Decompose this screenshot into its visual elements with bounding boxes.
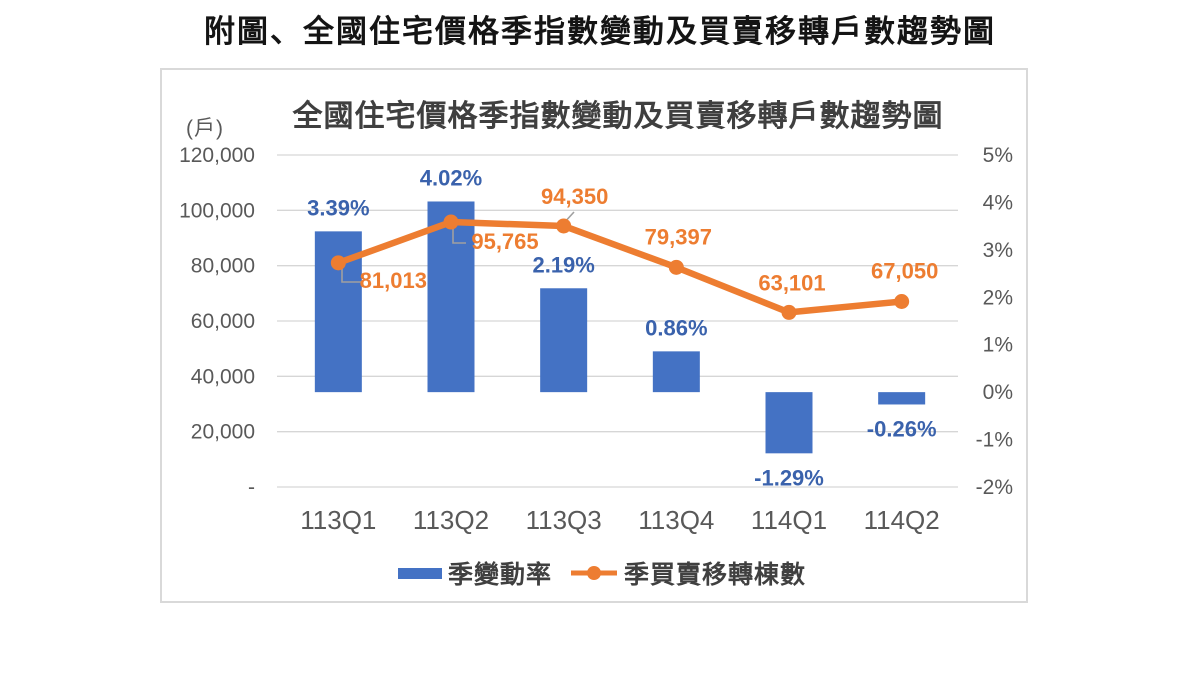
x-axis-label: 113Q2	[413, 505, 489, 535]
line-data-label: 95,765	[471, 229, 538, 254]
bar-data-label: 4.02%	[420, 165, 482, 190]
line-point-114Q1	[781, 304, 797, 320]
bar-data-label: 0.86%	[645, 315, 707, 340]
right-axis-tick-label: 5%	[983, 144, 1013, 167]
x-axis-label: 113Q4	[638, 505, 714, 535]
line-data-label: 63,101	[758, 270, 825, 295]
line-data-label: 81,013	[360, 268, 427, 293]
bar-data-label: 2.19%	[532, 252, 594, 277]
line-series-swatch-icon	[571, 566, 618, 580]
page-title: 附圖、全國住宅價格季指數變動及買賣移轉戶數趨勢圖	[204, 14, 996, 49]
x-axis-label: 113Q3	[526, 505, 602, 535]
left-axis-tick-label: 100,000	[179, 199, 255, 222]
legend-item-bar-series: 季變動率	[398, 555, 552, 591]
combo-chart-plot: - 20,000 40,000 60,000 80,000 100,000 120,000 5…	[179, 144, 1013, 535]
chart-container: 全國住宅價格季指數變動及買賣移轉戶數趨勢圖 (戶) - 20,000 40,000 6…	[160, 68, 1028, 603]
left-axis-unit-label: (戶)	[186, 117, 224, 140]
data-label-leader-line	[452, 226, 466, 244]
right-axis-tick-label: -2%	[976, 476, 1013, 499]
bar-113Q4	[652, 351, 700, 393]
bar-series-swatch-icon	[398, 567, 442, 579]
right-axis-tick-label: 3%	[983, 239, 1013, 262]
line-point-113Q4	[668, 259, 684, 275]
bar-114Q1	[765, 392, 813, 454]
bar-data-label: 3.39%	[307, 195, 369, 220]
right-axis-tick-label: 2%	[983, 286, 1013, 309]
data-label-leader-line	[341, 267, 362, 283]
line-data-label: 67,050	[871, 258, 938, 283]
line-series	[335, 218, 905, 316]
line-point-113Q2	[443, 214, 459, 230]
right-axis-tick-label: -1%	[976, 429, 1013, 452]
bar-series-label: 季變動率	[448, 562, 553, 589]
bar-data-label: -0.26%	[867, 416, 937, 441]
left-axis-tick-label: 20,000	[191, 421, 255, 444]
chart-title: 全國住宅價格季指數變動及買賣移轉戶數趨勢圖	[292, 100, 944, 133]
right-axis-tick-label: 0%	[983, 381, 1013, 404]
right-axis-tick-label: 4%	[983, 191, 1013, 214]
x-axis-label: 114Q1	[751, 505, 827, 535]
line-data-label: 94,350	[541, 184, 608, 209]
line-series-label: 季買賣移轉棟數	[624, 562, 807, 589]
left-axis-tick-label: -	[248, 476, 255, 499]
line-data-label: 79,397	[645, 224, 712, 249]
line-point-113Q3	[556, 218, 572, 234]
bar-113Q3	[540, 288, 588, 393]
left-axis-tick-label: 120,000	[179, 144, 255, 167]
bar-data-label: -1.29%	[754, 465, 824, 490]
bar-114Q2	[878, 392, 926, 405]
x-axis-label: 113Q1	[300, 505, 376, 535]
right-axis-tick-label: 1%	[983, 334, 1013, 357]
left-axis-tick-label: 40,000	[191, 365, 255, 388]
chart-legend: 季變動率 季買賣移轉棟數	[398, 557, 806, 589]
x-axis-label: 114Q2	[864, 505, 940, 535]
bar-113Q2	[427, 201, 475, 393]
left-axis-tick-label: 60,000	[191, 310, 255, 333]
line-point-113Q1	[330, 255, 346, 271]
line-point-114Q2	[894, 293, 910, 309]
legend-item-line-series: 季買賣移轉棟數	[570, 555, 806, 591]
left-axis-tick-label: 80,000	[191, 255, 255, 278]
